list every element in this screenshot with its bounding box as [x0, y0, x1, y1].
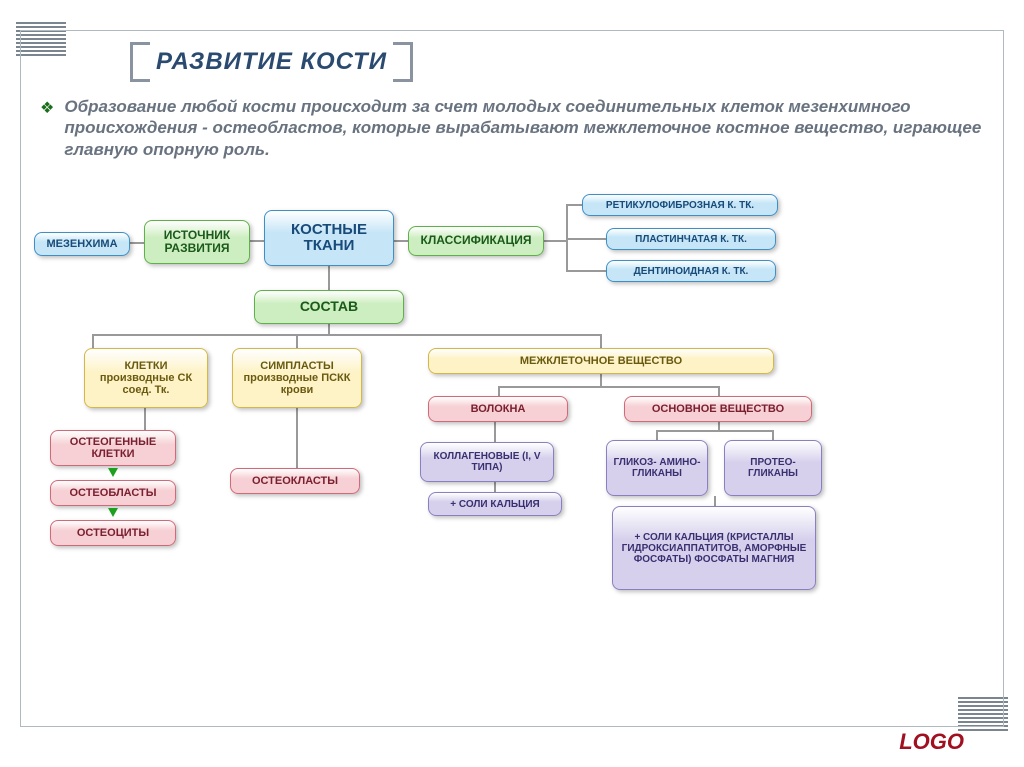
connector-line: [494, 422, 496, 442]
bullet-icon: ❖: [40, 98, 54, 160]
connector-line: [296, 334, 298, 348]
connector-line: [92, 334, 94, 348]
flowchart-node: РЕТИКУЛОФИБРОЗНАЯ К. ТК.: [582, 194, 778, 216]
connector-line: [566, 270, 606, 272]
down-arrow-icon: [108, 468, 118, 477]
connector-line: [250, 240, 264, 242]
connector-line: [772, 430, 774, 440]
flowchart-node: ОСТЕОКЛАСТЫ: [230, 468, 360, 494]
bracket-right-icon: [393, 42, 413, 82]
flowchart-node: КЛАССИФИКАЦИЯ: [408, 226, 544, 256]
flowchart-node: МЕЖКЛЕТОЧНОЕ ВЕЩЕСТВО: [428, 348, 774, 374]
flowchart-node: ОСТЕОБЛАСТЫ: [50, 480, 176, 506]
connector-line: [600, 334, 602, 348]
flowchart-node: КОЛЛАГЕНОВЫЕ (I, V ТИПА): [420, 442, 554, 482]
connector-line: [498, 386, 500, 396]
connector-line: [328, 266, 330, 290]
connector-line: [494, 482, 496, 492]
connector-line: [394, 240, 408, 242]
intro-bullet: ❖ Образование любой кости происходит за …: [40, 96, 984, 160]
connector-line: [328, 324, 330, 334]
down-arrow-icon: [108, 508, 118, 517]
flowchart-node: ИСТОЧНИК РАЗВИТИЯ: [144, 220, 250, 264]
connector-line: [566, 238, 606, 240]
page-title: РАЗВИТИЕ КОСТИ: [150, 48, 393, 76]
connector-line: [718, 386, 720, 396]
connector-line: [92, 334, 602, 336]
flowchart-node: КЛЕТКИ производные СК соед. Тк.: [84, 348, 208, 408]
connector-line: [144, 408, 146, 430]
flowchart-node: ОСНОВНОЕ ВЕЩЕСТВО: [624, 396, 812, 422]
flowchart-node: ВОЛОКНА: [428, 396, 568, 422]
connector-line: [130, 242, 144, 244]
flowchart-node: ПРОТЕО- ГЛИКАНЫ: [724, 440, 822, 496]
connector-line: [566, 204, 582, 206]
flowchart-node: КОСТНЫЕ ТКАНИ: [264, 210, 394, 266]
connector-line: [656, 430, 658, 440]
connector-line: [656, 430, 774, 432]
connector-line: [714, 496, 716, 506]
flowchart-node: МЕЗЕНХИМА: [34, 232, 130, 256]
flowchart-node: ПЛАСТИНЧАТАЯ К. ТК.: [606, 228, 776, 250]
intro-text: Образование любой кости происходит за сч…: [64, 96, 984, 160]
flowchart-diagram: МЕЗЕНХИМА ИСТОЧНИК РАЗВИТИЯ КОСТНЫЕ ТКАНИ К…: [30, 190, 994, 707]
logo-text: LOGO: [899, 729, 964, 755]
flowchart-node: СИМПЛАСТЫ производные ПСКК крови: [232, 348, 362, 408]
connector-line: [544, 240, 566, 242]
flowchart-node: + СОЛИ КАЛЬЦИЯ (КРИСТАЛЛЫ ГИДРОКСИАППАТИ…: [612, 506, 816, 590]
flowchart-node: СОСТАВ: [254, 290, 404, 324]
flowchart-node: ГЛИКОЗ- АМИНО- ГЛИКАНЫ: [606, 440, 708, 496]
connector-line: [600, 374, 602, 386]
flowchart-node: ОСТЕОЦИТЫ: [50, 520, 176, 546]
flowchart-node: ОСТЕОГЕННЫЕ КЛЕТКИ: [50, 430, 176, 466]
connector-line: [296, 408, 298, 468]
connector-line: [718, 422, 720, 430]
title-area: РАЗВИТИЕ КОСТИ: [130, 42, 413, 82]
flowchart-node: ДЕНТИНОИДНАЯ К. ТК.: [606, 260, 776, 282]
bracket-left-icon: [130, 42, 150, 82]
flowchart-node: + СОЛИ КАЛЬЦИЯ: [428, 492, 562, 516]
connector-line: [498, 386, 718, 388]
